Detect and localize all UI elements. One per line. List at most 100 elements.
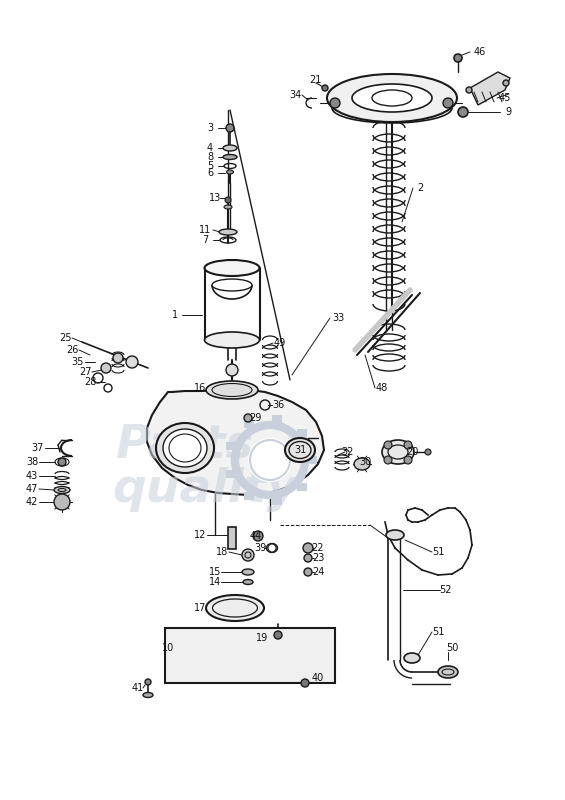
Bar: [297, 429, 307, 437]
Text: 4: 4: [207, 143, 213, 153]
Text: 24: 24: [312, 567, 324, 577]
Text: 22: 22: [312, 543, 324, 553]
Ellipse shape: [163, 429, 207, 467]
Text: 9: 9: [505, 107, 511, 117]
Text: 16: 16: [194, 383, 206, 393]
Circle shape: [58, 458, 66, 466]
Ellipse shape: [243, 579, 253, 585]
Circle shape: [126, 356, 138, 368]
Ellipse shape: [223, 145, 237, 151]
Circle shape: [268, 544, 276, 552]
Circle shape: [304, 554, 312, 562]
Ellipse shape: [227, 170, 233, 174]
Text: 26: 26: [66, 345, 78, 355]
Circle shape: [225, 197, 231, 203]
Ellipse shape: [382, 440, 414, 464]
Text: 19: 19: [256, 633, 268, 643]
Circle shape: [226, 124, 234, 132]
Ellipse shape: [54, 486, 70, 494]
Text: 47: 47: [26, 484, 38, 494]
Circle shape: [384, 441, 392, 449]
Circle shape: [458, 107, 468, 117]
Text: 42: 42: [26, 497, 38, 507]
Text: 40: 40: [312, 673, 324, 683]
Circle shape: [425, 449, 431, 455]
Circle shape: [454, 54, 462, 62]
Ellipse shape: [223, 154, 237, 159]
Text: 33: 33: [332, 313, 344, 323]
Text: 30: 30: [359, 457, 371, 467]
Circle shape: [322, 85, 328, 91]
Text: 18: 18: [216, 547, 228, 557]
Text: 45: 45: [499, 93, 511, 103]
Text: 31: 31: [294, 445, 306, 455]
Ellipse shape: [205, 332, 259, 348]
Text: 5: 5: [207, 161, 213, 171]
Circle shape: [226, 364, 238, 376]
Text: 34: 34: [289, 90, 301, 100]
Circle shape: [113, 353, 123, 363]
Ellipse shape: [205, 260, 259, 276]
Text: 25: 25: [59, 333, 71, 343]
Bar: [228, 527, 236, 549]
Text: 50: 50: [446, 643, 458, 653]
Bar: [244, 492, 254, 500]
Circle shape: [54, 494, 70, 510]
Bar: [165, 628, 335, 683]
Bar: [244, 420, 254, 428]
Text: 29: 29: [249, 413, 261, 423]
Text: 28: 28: [84, 377, 96, 387]
Text: 3: 3: [207, 123, 213, 133]
Text: 44: 44: [250, 531, 262, 541]
Circle shape: [303, 543, 313, 553]
Circle shape: [145, 679, 151, 685]
Ellipse shape: [143, 693, 153, 698]
Text: 12: 12: [194, 530, 206, 540]
Ellipse shape: [285, 438, 315, 462]
Ellipse shape: [206, 595, 264, 621]
Bar: [225, 470, 236, 478]
Text: 21: 21: [309, 75, 321, 85]
Text: 27: 27: [79, 367, 92, 377]
Text: 51: 51: [432, 547, 444, 557]
Text: 1: 1: [172, 310, 178, 320]
Ellipse shape: [327, 74, 457, 122]
Ellipse shape: [206, 381, 258, 399]
Circle shape: [330, 98, 340, 108]
Text: 13: 13: [209, 193, 221, 203]
Text: 51: 51: [432, 627, 444, 637]
Text: 43: 43: [26, 471, 38, 481]
Circle shape: [274, 631, 282, 639]
Circle shape: [242, 549, 254, 561]
Text: 48: 48: [376, 383, 388, 393]
Text: 39: 39: [254, 543, 266, 553]
Bar: [307, 456, 317, 464]
Text: 8: 8: [207, 152, 213, 162]
Text: Parts: Parts: [116, 422, 254, 467]
Ellipse shape: [156, 423, 214, 473]
Bar: [272, 498, 282, 506]
Ellipse shape: [404, 653, 420, 663]
Circle shape: [404, 441, 412, 449]
Text: 14: 14: [209, 577, 221, 587]
Text: 49: 49: [274, 338, 286, 348]
Text: 37: 37: [32, 443, 44, 453]
Ellipse shape: [354, 458, 370, 470]
Polygon shape: [147, 389, 324, 495]
Circle shape: [384, 456, 392, 464]
Text: 41: 41: [132, 683, 144, 693]
Text: 52: 52: [439, 585, 451, 595]
Bar: [297, 483, 307, 491]
Circle shape: [253, 531, 263, 541]
Circle shape: [250, 440, 290, 480]
Ellipse shape: [242, 569, 254, 575]
Circle shape: [466, 87, 472, 93]
Text: 35: 35: [72, 357, 84, 367]
Circle shape: [404, 456, 412, 464]
Ellipse shape: [267, 543, 277, 553]
Text: 2: 2: [417, 183, 423, 193]
Circle shape: [101, 363, 111, 373]
Text: 23: 23: [312, 553, 324, 563]
Ellipse shape: [386, 530, 404, 540]
Circle shape: [304, 568, 312, 576]
